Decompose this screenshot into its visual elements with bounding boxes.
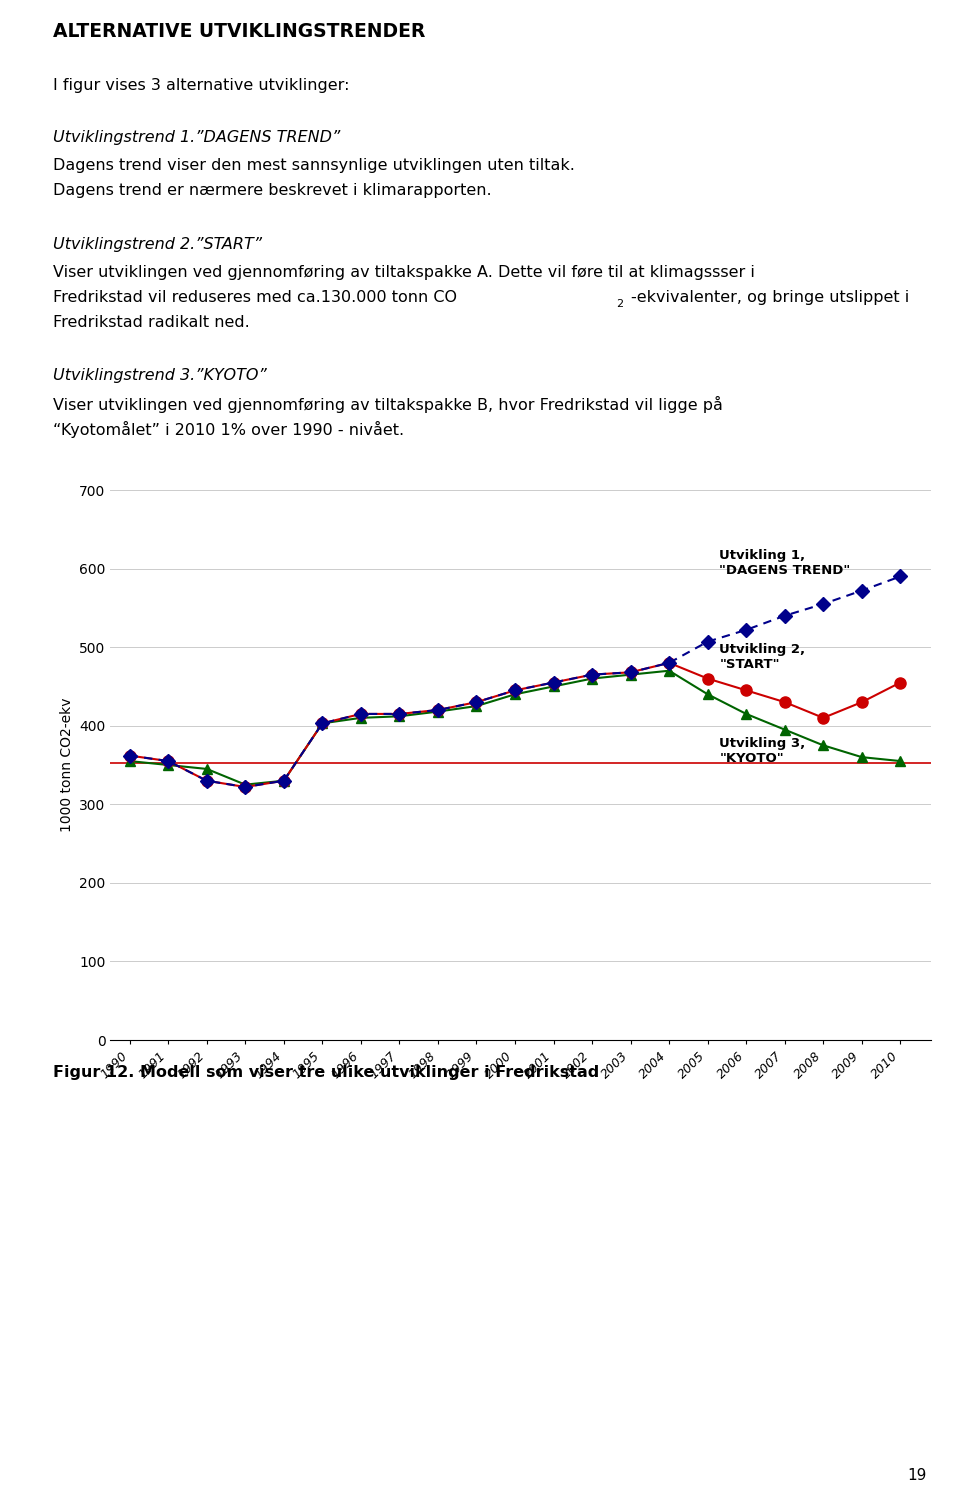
Text: Fredrikstad radikalt ned.: Fredrikstad radikalt ned.	[53, 315, 250, 330]
Text: Utvikling 1,
"DAGENS TREND": Utvikling 1, "DAGENS TREND"	[719, 549, 851, 577]
Text: -ekvivalenter, og bringe utslippet i: -ekvivalenter, og bringe utslippet i	[631, 290, 909, 305]
Text: Viser utviklingen ved gjennomføring av tiltakspakke B, hvor Fredrikstad vil ligg: Viser utviklingen ved gjennomføring av t…	[53, 396, 723, 413]
Text: Fredrikstad vil reduseres med ca.130.000 tonn CO: Fredrikstad vil reduseres med ca.130.000…	[53, 290, 457, 305]
Text: Utvikling 2,
"START": Utvikling 2, "START"	[719, 643, 805, 671]
Text: Dagens trend viser den mest sannsynlige utviklingen uten tiltak.: Dagens trend viser den mest sannsynlige …	[53, 158, 575, 173]
Text: Utviklingstrend 1.”DAGENS TREND”: Utviklingstrend 1.”DAGENS TREND”	[53, 130, 340, 145]
Text: ALTERNATIVE UTVIKLINGSTRENDER: ALTERNATIVE UTVIKLINGSTRENDER	[53, 22, 425, 40]
Text: Utviklingstrend 3.”KYOTO”: Utviklingstrend 3.”KYOTO”	[53, 368, 267, 383]
Text: Figur 12. Modell som viser tre ulike utviklinger i Fredrikstad: Figur 12. Modell som viser tre ulike utv…	[53, 1064, 599, 1079]
Text: Viser utviklingen ved gjennomføring av tiltakspakke A. Dette vil føre til at kli: Viser utviklingen ved gjennomføring av t…	[53, 265, 755, 280]
Text: Utvikling 3,
"KYOTO": Utvikling 3, "KYOTO"	[719, 737, 805, 765]
Y-axis label: 1000 tonn CO2-ekv: 1000 tonn CO2-ekv	[60, 698, 74, 833]
Text: Utviklingstrend 2.”START”: Utviklingstrend 2.”START”	[53, 238, 262, 253]
Text: “Kyotomålet” i 2010 1% over 1990 - nivået.: “Kyotomålet” i 2010 1% over 1990 - nivåe…	[53, 422, 404, 438]
Text: I figur vises 3 alternative utviklinger:: I figur vises 3 alternative utviklinger:	[53, 78, 349, 93]
Text: 19: 19	[907, 1468, 926, 1483]
Text: 2: 2	[616, 299, 623, 309]
Text: Dagens trend er nærmere beskrevet i klimarapporten.: Dagens trend er nærmere beskrevet i klim…	[53, 182, 492, 197]
